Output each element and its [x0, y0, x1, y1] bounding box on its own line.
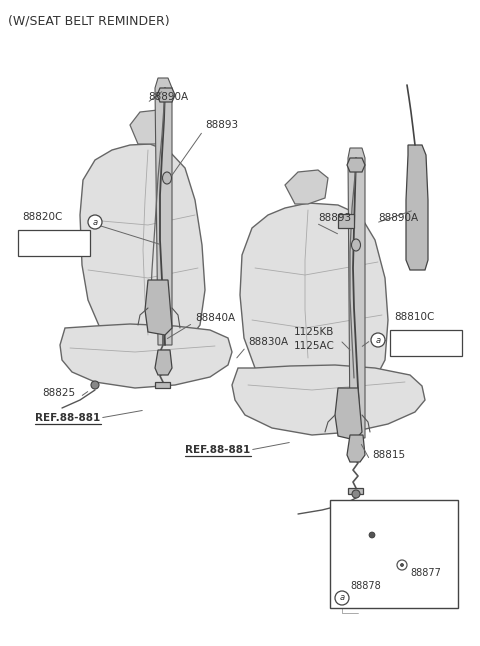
- Polygon shape: [130, 110, 168, 144]
- Polygon shape: [348, 488, 363, 494]
- Ellipse shape: [163, 172, 171, 184]
- Polygon shape: [348, 148, 365, 438]
- Text: 1125AC: 1125AC: [294, 341, 335, 351]
- Circle shape: [371, 333, 385, 347]
- Circle shape: [397, 560, 407, 570]
- Polygon shape: [347, 158, 365, 172]
- Circle shape: [88, 215, 102, 229]
- Bar: [338, 214, 354, 228]
- Text: 88893: 88893: [205, 120, 238, 130]
- Text: 88820C: 88820C: [22, 212, 62, 222]
- Polygon shape: [155, 78, 172, 345]
- Circle shape: [335, 591, 349, 605]
- Text: REF.88-881: REF.88-881: [185, 445, 250, 455]
- Polygon shape: [285, 170, 328, 204]
- Text: 88890A: 88890A: [378, 213, 418, 223]
- Text: a: a: [339, 594, 345, 603]
- Polygon shape: [406, 145, 428, 270]
- Circle shape: [91, 381, 99, 389]
- Polygon shape: [335, 388, 362, 440]
- Polygon shape: [145, 280, 172, 335]
- Text: 88878: 88878: [350, 581, 381, 591]
- Text: 88893: 88893: [318, 213, 351, 223]
- Polygon shape: [240, 203, 388, 402]
- Text: 88840A: 88840A: [195, 313, 235, 323]
- Text: 88877: 88877: [410, 568, 441, 578]
- Circle shape: [352, 490, 360, 498]
- Text: REF.88-881: REF.88-881: [35, 413, 100, 423]
- Ellipse shape: [351, 239, 360, 251]
- Bar: [330, 500, 458, 608]
- Polygon shape: [155, 382, 170, 388]
- Text: (W/SEAT BELT REMINDER): (W/SEAT BELT REMINDER): [8, 14, 169, 27]
- Polygon shape: [155, 350, 172, 375]
- Circle shape: [400, 563, 404, 567]
- Text: a: a: [375, 335, 381, 344]
- Text: a: a: [93, 218, 97, 227]
- Text: 1125KB: 1125KB: [294, 327, 335, 337]
- Text: 88830A: 88830A: [248, 337, 288, 347]
- Text: 88815: 88815: [372, 450, 405, 460]
- Polygon shape: [157, 88, 175, 102]
- Bar: [390, 330, 462, 356]
- Bar: [18, 230, 90, 256]
- Circle shape: [369, 532, 375, 538]
- Text: 88810C: 88810C: [394, 312, 434, 322]
- Text: 88890A: 88890A: [148, 92, 188, 102]
- Polygon shape: [347, 435, 365, 462]
- Polygon shape: [232, 365, 425, 435]
- Polygon shape: [80, 144, 205, 352]
- Polygon shape: [60, 324, 232, 388]
- Text: 88825: 88825: [42, 388, 75, 398]
